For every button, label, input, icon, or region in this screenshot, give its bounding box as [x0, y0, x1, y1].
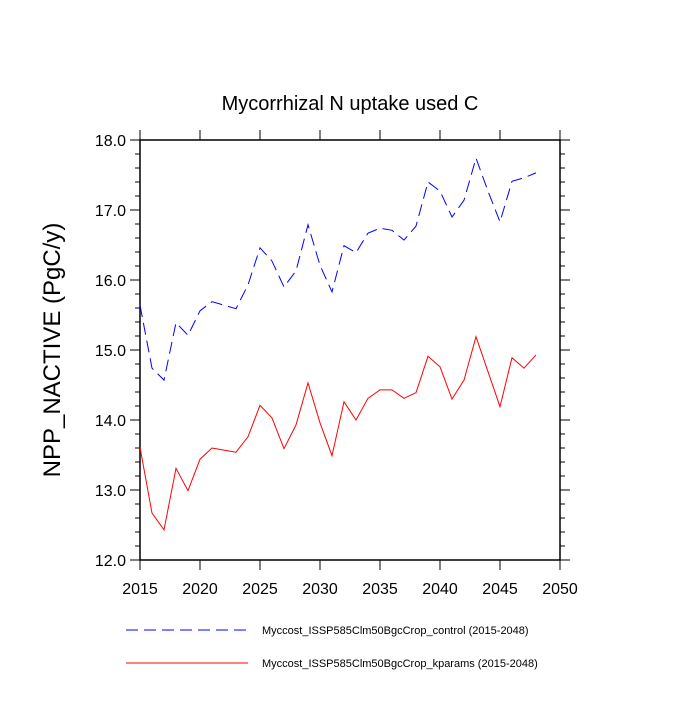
- y-tick-label: 17.0: [95, 203, 126, 220]
- x-tick-label: 2030: [302, 581, 338, 598]
- legend: Myccost_ISSP585Clm50BgcCrop_control (201…: [126, 625, 538, 670]
- x-tick-label: 2025: [242, 581, 278, 598]
- x-tick-label: 2035: [362, 581, 398, 598]
- y-tick-label: 14.0: [95, 413, 126, 430]
- plot-frame: [139, 139, 561, 561]
- y-tick-label: 18.0: [95, 133, 126, 150]
- x-tick-label: 2050: [542, 581, 578, 598]
- y-axis-label: NPP_NACTIVE (PgC/y): [39, 223, 66, 478]
- series-line-2: [139, 335, 537, 532]
- chart-title: Mycorrhizal N uptake used C: [222, 93, 479, 115]
- axes: 12.0 13.0 14.0 15.0 16.0 17.0 18.0 2015 2020 2025…: [95, 130, 578, 598]
- x-tick-label: 2020: [182, 581, 218, 598]
- y-tick-label: 13.0: [95, 483, 126, 500]
- y-tick-label: 12.0: [95, 553, 126, 570]
- x-tick-label: 2015: [122, 581, 158, 598]
- x-tick-label: 2040: [422, 581, 458, 598]
- legend-label-2: Myccost_ISSP585Clm50BgcCrop_kparams (201…: [262, 658, 538, 670]
- series-lines: [139, 156, 537, 532]
- series-line-1: [139, 156, 537, 382]
- y-tick-label: 15.0: [95, 343, 126, 360]
- x-tick-label: 2045: [482, 581, 518, 598]
- legend-label-1: Myccost_ISSP585Clm50BgcCrop_control (201…: [262, 625, 529, 637]
- y-tick-label: 16.0: [95, 273, 126, 290]
